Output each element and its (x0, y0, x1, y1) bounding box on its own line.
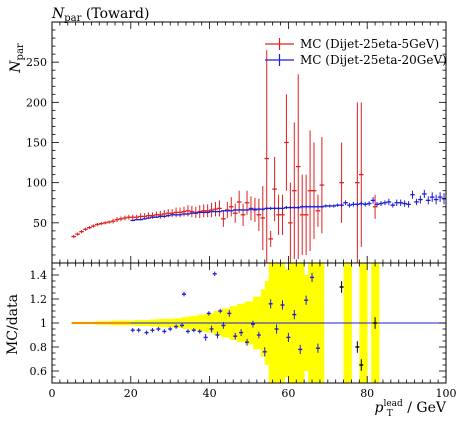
x-axis-label-sup: lead (383, 399, 403, 409)
x-tick-label: 0 (49, 387, 56, 400)
x-axis-label-sub: T (387, 409, 393, 419)
x-tick-label: 20 (124, 387, 138, 400)
chart-title-main: N (51, 6, 65, 22)
series-1 (130, 189, 447, 222)
series-0 (71, 50, 378, 263)
x-tick-label: 60 (281, 387, 295, 400)
top-y-tick-label: 250 (26, 56, 47, 69)
legend-label-5gev: MC (Dijet-25eta-5GeV) (300, 37, 439, 51)
x-axis-label: plead T / GeV (374, 399, 446, 419)
x-tick-label: 80 (360, 387, 374, 400)
top-y-tick-label: 50 (33, 217, 47, 230)
top-y-axis-label-main: N (8, 60, 24, 74)
bottom-y-tick-label: 1 (40, 317, 47, 330)
bottom-y-tick-label: 0.8 (30, 341, 48, 354)
top-y-tick-label: 150 (26, 137, 47, 150)
bottom-y-tick-label: 1.2 (30, 293, 48, 306)
x-axis-label-main: p (374, 400, 383, 416)
top-y-axis-label: Npar (8, 43, 26, 74)
top-y-tick-label: 200 (26, 96, 47, 109)
top-y-axis-label-sub: par (15, 43, 26, 60)
ratio-points (130, 271, 378, 371)
bottom-y-tick-label: 0.6 (30, 365, 48, 378)
legend: MC (Dijet-25eta-5GeV) MC (Dijet-25eta-20… (265, 37, 447, 67)
legend-entry-5gev: MC (Dijet-25eta-5GeV) (265, 37, 439, 51)
chart-title: Npar (Toward) (51, 6, 149, 24)
x-tick-label: 40 (203, 387, 217, 400)
chart-title-rest: (Toward) (81, 6, 149, 22)
top-y-tick-label: 100 (26, 177, 47, 190)
x-axis-label-rest: / GeV (403, 400, 447, 416)
top-panel-series (71, 50, 447, 263)
bottom-y-axis-label: MC/data (5, 294, 21, 355)
x-tick-label: 100 (436, 387, 457, 400)
bottom-y-tick-label: 1.4 (30, 269, 48, 282)
legend-entry-20gev: MC (Dijet-25eta-20GeV) (265, 53, 447, 67)
legend-label-20gev: MC (Dijet-25eta-20GeV) (300, 53, 447, 67)
axes: 0 20 40 60 80 100 50 100 150 200 250 0.6 0.8 1 1.2 1.4 (26, 21, 457, 400)
chart-title-sub: par (64, 13, 81, 24)
